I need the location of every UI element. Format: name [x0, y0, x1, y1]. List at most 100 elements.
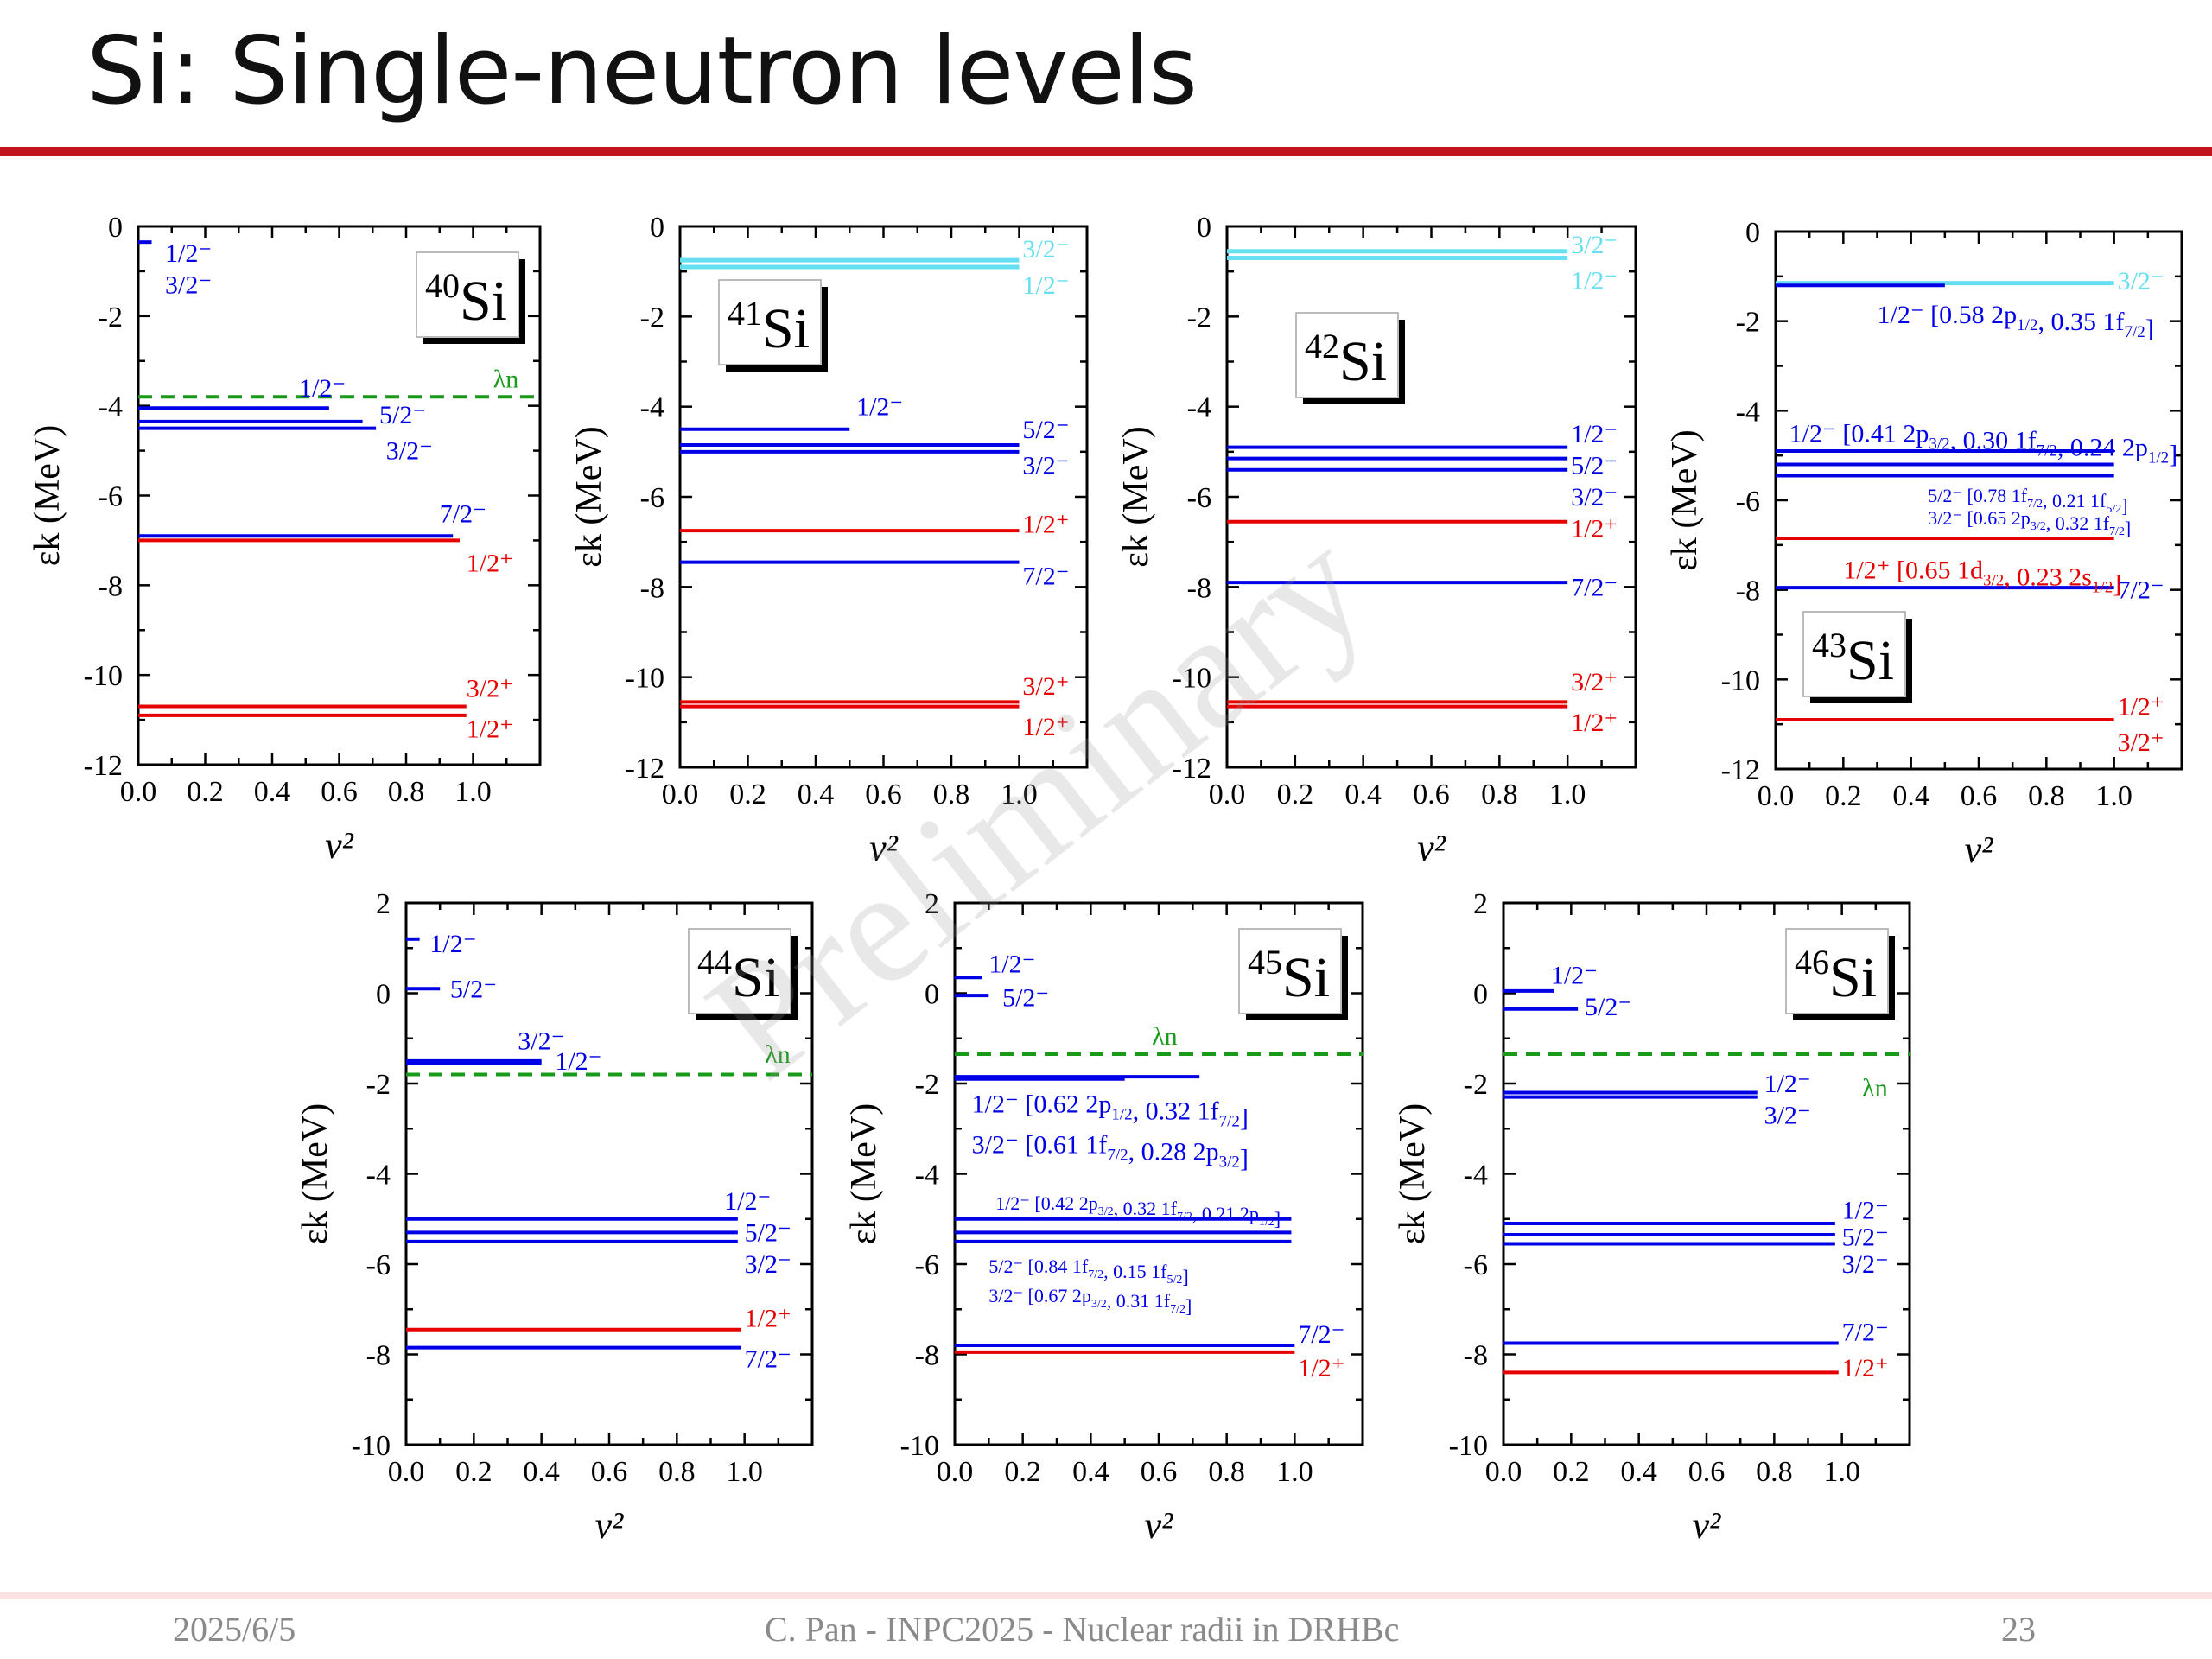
- footer-page: 23: [2001, 1610, 2036, 1649]
- level-label: 1/2⁻ [0.41 2p3/2, 0.30 1f7/2, 0.24 2p1/2…: [1789, 419, 2178, 468]
- x-tick-label: 0.8: [1481, 779, 1518, 810]
- nucleus-label-box: [1295, 312, 1399, 398]
- level-label: 5/2⁻: [1842, 1224, 1889, 1252]
- x-tick-label: 1.0: [1001, 779, 1038, 810]
- x-axis-label: v²: [1145, 1504, 1174, 1547]
- y-axis-label: εk (MeV): [296, 1103, 335, 1244]
- x-tick-label: 0.6: [865, 779, 902, 810]
- title-rule: [0, 147, 2212, 156]
- y-tick-label: -2: [915, 1069, 939, 1101]
- y-tick-label: 0: [376, 979, 391, 1011]
- x-tick-label: 0.2: [729, 779, 766, 810]
- y-tick-label: -4: [1464, 1160, 1488, 1192]
- y-tick-label: -10: [352, 1430, 391, 1462]
- level-label: 1/2⁻ [0.62 2p1/2, 0.32 1f7/2]: [972, 1090, 1249, 1133]
- y-tick-label: -8: [1464, 1340, 1488, 1372]
- nucleus-label-text: 44Si: [697, 943, 779, 1009]
- level-label: 5/2⁻: [1585, 993, 1631, 1021]
- x-axis-label: v²: [869, 827, 899, 869]
- level-label: 1/2⁻: [429, 930, 476, 958]
- level-label: 7/2⁻: [1022, 562, 1069, 590]
- nucleus-label-box: [1238, 928, 1342, 1014]
- x-axis-label: v²: [1965, 829, 1994, 871]
- x-tick-label: 1.0: [454, 776, 492, 808]
- level-label: 1/2⁺: [1022, 510, 1069, 538]
- y-tick-label: -2: [99, 302, 123, 334]
- level-label: 1/2⁺: [1298, 1354, 1344, 1382]
- level-label: 1/2⁻ [0.42 2p3/2, 0.32 1f7/2, 0.21 2p1/2…: [995, 1192, 1281, 1230]
- level-label: 1/2⁻: [299, 374, 346, 403]
- y-tick-label: -4: [1187, 392, 1211, 424]
- level-label: 5/2⁻: [1002, 984, 1049, 1013]
- chart-panel-44: 0.0 0.2 0.4 0.6 0.8 1.0 2 0 -2 -4 -6 -8 -10 v² εk (MeV…: [296, 888, 814, 1547]
- y-tick-label: 0: [108, 212, 123, 244]
- y-tick-label: -4: [640, 392, 664, 424]
- nucleus-label-box: [416, 251, 519, 338]
- level-label: 1/2⁻: [165, 239, 212, 268]
- level-label: 1/2⁺: [745, 1305, 791, 1333]
- x-tick-label: 1.0: [726, 1456, 763, 1488]
- level-label: 1/2⁺: [1571, 709, 1618, 737]
- y-tick-label: -6: [366, 1249, 391, 1281]
- level-label: 3/2⁺: [467, 675, 513, 703]
- nucleus-label-text: 46Si: [1795, 943, 1877, 1009]
- x-tick-label: 0.4: [1892, 780, 1929, 812]
- y-tick-label: -4: [99, 391, 123, 423]
- level-label: 7/2⁻: [440, 499, 486, 528]
- x-tick-label: 0.2: [187, 776, 224, 808]
- y-axis-label: εk (MeV): [1116, 426, 1156, 567]
- nucleus-label-box: [688, 928, 791, 1014]
- x-tick-label: 0.2: [1553, 1456, 1590, 1488]
- level-label: 7/2⁻: [2118, 576, 2164, 605]
- level-label: 5/2⁻: [450, 975, 497, 1003]
- level-label: 3/2⁻: [745, 1250, 791, 1279]
- level-label: 1/2⁻: [1551, 962, 1598, 990]
- level-label: 5/2⁻ [0.78 1f7/2, 0.21 1f5/2]: [1928, 485, 2127, 517]
- level-label: 3/2⁻ [0.65 2p3/2, 0.32 1f7/2]: [1928, 507, 2131, 539]
- level-label: 1/2⁻: [1764, 1070, 1811, 1098]
- level-label: 1/2⁺: [467, 715, 513, 743]
- x-tick-label: 0.0: [120, 776, 157, 808]
- y-tick-label: -2: [640, 302, 664, 334]
- y-tick-label: -2: [366, 1069, 391, 1101]
- nucleus-label-box: [1802, 611, 1906, 697]
- x-tick-label: 0.8: [933, 779, 970, 810]
- x-tick-label: 0.4: [523, 1456, 560, 1488]
- x-tick-label: 0.0: [1758, 780, 1795, 812]
- level-label: 3/2⁺: [1571, 668, 1618, 696]
- nucleus-label-text: 42Si: [1305, 327, 1387, 393]
- level-label: 3/2⁻: [1764, 1102, 1811, 1130]
- level-label: 1/2⁻ [0.58 2p1/2, 0.35 1f7/2]: [1878, 301, 2154, 343]
- level-label: 1/2⁺: [1022, 713, 1069, 741]
- y-tick-label: 0: [1197, 212, 1211, 244]
- y-axis-label: εk (MeV): [1393, 1103, 1433, 1244]
- chart-panel-45: 0.0 0.2 0.4 0.6 0.8 1.0 2 0 -2 -4 -6 -8 -10 v² εk (MeV…: [844, 888, 1364, 1547]
- x-tick-label: 0.6: [591, 1456, 628, 1488]
- nucleus-label: 40Si: [416, 251, 525, 344]
- y-tick-label: -10: [84, 660, 123, 692]
- x-tick-label: 0.2: [1277, 779, 1314, 810]
- y-tick-label: -2: [1187, 302, 1211, 334]
- x-tick-label: 0.8: [658, 1456, 696, 1488]
- y-tick-label: -6: [640, 482, 664, 514]
- x-tick-label: 0.6: [1141, 1456, 1178, 1488]
- footer-rule: [0, 1592, 2212, 1599]
- y-tick-label: -8: [1187, 572, 1211, 604]
- level-label: 3/2⁻: [1022, 235, 1069, 264]
- y-axis-label: εk (MeV): [1665, 429, 1705, 570]
- y-tick-label: 0: [1745, 217, 1760, 249]
- x-tick-label: 1.0: [1823, 1456, 1860, 1488]
- y-tick-label: -10: [1721, 664, 1760, 696]
- y-tick-label: 0: [925, 979, 939, 1011]
- y-tick-label: -8: [640, 572, 664, 604]
- x-axis-label: v²: [595, 1504, 625, 1547]
- x-tick-label: 0.4: [1072, 1456, 1109, 1488]
- level-label: 3/2⁻ [0.67 2p3/2, 0.31 1f7/2]: [988, 1285, 1192, 1317]
- nucleus-label-text: 40Si: [425, 266, 507, 333]
- level-label: 3/2⁻ [0.61 1f7/2, 0.28 2p3/2]: [972, 1131, 1249, 1173]
- y-tick-label: -8: [366, 1340, 391, 1372]
- level-label: 1/2⁻: [724, 1187, 771, 1216]
- y-tick-label: -12: [1721, 754, 1760, 786]
- level-label: 1/2⁻: [1842, 1196, 1889, 1224]
- level-label: 1/2⁻: [856, 393, 903, 422]
